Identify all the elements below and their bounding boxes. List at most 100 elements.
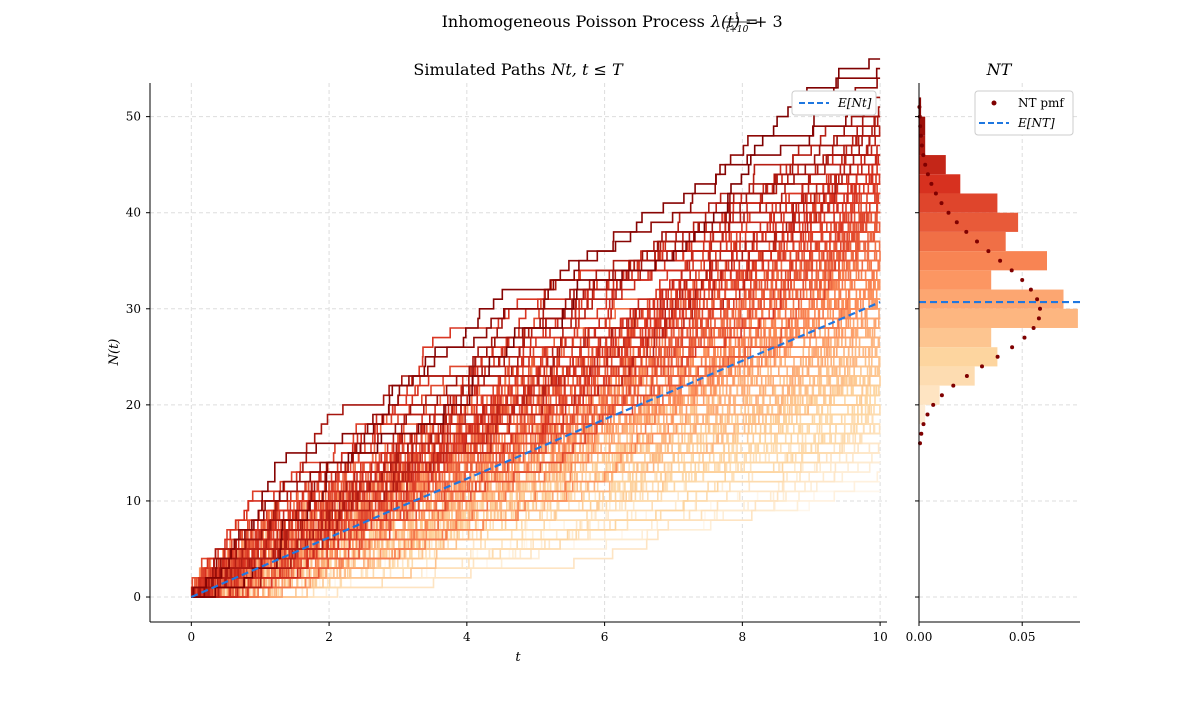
pmf-point [964,374,969,378]
pmf-point [939,201,944,206]
sample-path [191,279,881,598]
pmf-point [923,162,928,167]
paths-xlabel: t [515,650,521,665]
sample-path [191,279,881,598]
distribution-title: NT [986,60,1013,79]
histogram-bar [919,231,1006,252]
xtick-label: 8 [739,630,747,644]
pmf-point [925,172,930,177]
paths-yticks: 0 10 20 30 40 50 [126,110,150,604]
sample-path [191,163,881,598]
pmf-point [1022,335,1027,340]
histogram-bar [919,155,946,175]
legend-pmf-marker [991,100,997,106]
pmf-point [1038,306,1042,311]
pmf-point [929,181,934,186]
sample-path [191,163,881,598]
pmf-point [1010,345,1015,350]
histogram-bar [919,193,998,213]
paths-legend-box [791,90,877,116]
sample-path [191,163,881,598]
suptitle-fraction: 1 t+10 + 3 [724,12,783,35]
histogram-bar [919,404,926,425]
sample-path [191,452,881,598]
xtick-label: 6 [601,630,609,644]
sample-path [191,375,881,598]
sample-path [191,58,881,598]
sample-path [191,202,881,598]
legend-pmf-label: NT pmf [1018,96,1065,110]
ytick-label: 10 [126,494,141,508]
pmf-point [1028,287,1033,292]
pmf-point [946,210,951,215]
sample-path [191,163,881,598]
pmf-point [931,402,936,407]
pmf-point [1009,268,1014,273]
xtick-label: 2 [325,630,333,644]
suptitle-frac-den: t+10 [726,25,749,35]
sample-path [191,432,881,598]
figure-suptitle: Inhomogeneous Poisson Process λ(t) = [442,12,759,31]
pmf-point [954,220,959,225]
pmf-point [933,191,938,196]
suptitle-formula-rhs: + 3 [754,12,783,31]
pmf-point [998,258,1003,263]
pmf-point [919,431,924,436]
sample-path [191,490,881,598]
legend-dist-mean-label: E[NT] [1017,116,1055,130]
pmf-point [1036,316,1041,321]
sample-path [191,115,881,598]
paths-panel: Simulated Paths Nt, t ≤ T 0 2 4 6 8 10 0 10 20 30… [107,58,888,665]
pmf-point [951,383,956,388]
sample-path [191,144,881,598]
pmf-point [939,393,944,398]
histogram-bar [919,251,1047,271]
pmf-point [918,133,923,138]
pmf-point [1035,297,1040,302]
histogram-bar [919,270,992,290]
sample-path [191,336,881,598]
sample-path [191,96,881,598]
xtick-label: 10 [872,630,887,644]
xtick-label: 0.00 [906,630,933,644]
ytick-label: 40 [126,206,141,220]
sample-path [191,125,881,598]
suptitle-frac-num: 1 [734,12,740,22]
xtick-label: 0.05 [1009,630,1036,644]
simulated-paths [190,58,881,598]
histogram-bar [919,385,940,405]
sample-path [191,432,881,598]
pmf-point [925,412,930,417]
sample-path [191,106,881,598]
pmf-point [975,239,979,244]
ytick-label: 30 [126,302,141,316]
paths-title: Simulated Paths Nt, t ≤ T [413,60,624,79]
histogram-bars [919,97,1078,425]
histogram-bar [919,328,992,348]
pmf-points [917,105,1042,446]
distribution-panel: NT 0.00 0.05 NT pmf E[NT] [906,60,1080,644]
sample-path [191,67,881,598]
histogram-bar [919,174,961,194]
pmf-point [986,249,991,254]
pmf-point [995,354,1000,359]
distribution-xticks: 0.00 0.05 [906,622,1036,644]
paths-legend: E[Nt] [791,90,877,116]
histogram-bar [919,212,1019,232]
distribution-yticks [915,116,919,598]
xtick-label: 0 [188,630,196,644]
sample-path [191,336,881,598]
pmf-point [921,153,926,158]
histogram-bar [919,366,975,386]
histogram-bar [919,347,998,367]
pmf-point [1031,326,1036,330]
sample-path [191,279,881,598]
distribution-legend: NT pmf E[NT] [974,90,1074,136]
histogram-bar [919,308,1078,328]
ytick-label: 50 [126,110,141,124]
pmf-point [964,229,969,234]
sample-path [191,125,881,598]
ytick-label: 0 [133,590,141,604]
mean-line [190,301,881,599]
